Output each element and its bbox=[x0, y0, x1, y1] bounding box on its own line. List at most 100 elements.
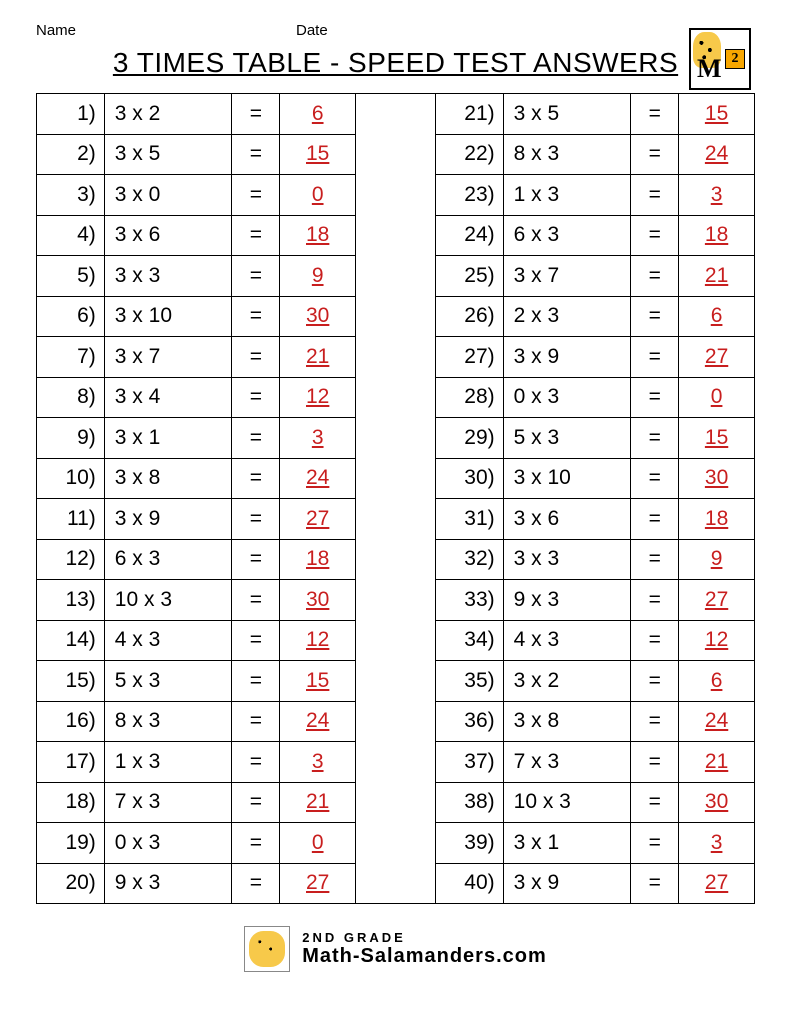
expression: 3 x 2 bbox=[104, 94, 232, 135]
expression: 0 x 3 bbox=[104, 823, 232, 864]
question-number: 22) bbox=[435, 134, 503, 175]
equals-sign: = bbox=[232, 620, 280, 661]
answer: 15 bbox=[679, 94, 755, 135]
answer: 27 bbox=[679, 863, 755, 904]
equals-sign: = bbox=[232, 823, 280, 864]
gap bbox=[356, 580, 436, 621]
question-number: 37) bbox=[435, 742, 503, 783]
question-number: 17) bbox=[37, 742, 105, 783]
page-title: 3 TIMES TABLE - SPEED TEST ANSWERS bbox=[36, 47, 755, 79]
table-row: 15)5 x 3=1535)3 x 2=6 bbox=[37, 661, 755, 702]
question-number: 13) bbox=[37, 580, 105, 621]
expression: 7 x 3 bbox=[104, 782, 232, 823]
expression: 3 x 6 bbox=[503, 499, 631, 540]
logo-m-icon: M bbox=[697, 54, 718, 84]
question-number: 14) bbox=[37, 620, 105, 661]
table-row: 18)7 x 3=2138)10 x 3=30 bbox=[37, 782, 755, 823]
question-number: 16) bbox=[37, 701, 105, 742]
question-number: 11) bbox=[37, 499, 105, 540]
answer: 3 bbox=[679, 175, 755, 216]
question-number: 28) bbox=[435, 377, 503, 418]
footer-grade: 2ND GRADE bbox=[302, 930, 547, 945]
equals-sign: = bbox=[631, 418, 679, 459]
footer-site: Math-Salamanders.com bbox=[302, 945, 547, 968]
grade-badge: 2 bbox=[725, 49, 745, 69]
question-number: 35) bbox=[435, 661, 503, 702]
question-number: 6) bbox=[37, 296, 105, 337]
answer: 3 bbox=[280, 418, 356, 459]
expression: 10 x 3 bbox=[503, 782, 631, 823]
date-label: Date bbox=[296, 22, 328, 39]
equals-sign: = bbox=[631, 458, 679, 499]
equals-sign: = bbox=[232, 782, 280, 823]
answer: 24 bbox=[280, 458, 356, 499]
question-number: 25) bbox=[435, 256, 503, 297]
answer: 3 bbox=[280, 742, 356, 783]
answer: 30 bbox=[280, 580, 356, 621]
equals-sign: = bbox=[631, 337, 679, 378]
answer: 24 bbox=[280, 701, 356, 742]
table-row: 5)3 x 3=925)3 x 7=21 bbox=[37, 256, 755, 297]
equals-sign: = bbox=[232, 863, 280, 904]
equals-sign: = bbox=[631, 499, 679, 540]
expression: 3 x 1 bbox=[503, 823, 631, 864]
name-label: Name bbox=[36, 22, 296, 39]
answer: 30 bbox=[679, 782, 755, 823]
question-number: 36) bbox=[435, 701, 503, 742]
equals-sign: = bbox=[631, 620, 679, 661]
question-number: 10) bbox=[37, 458, 105, 499]
question-number: 38) bbox=[435, 782, 503, 823]
gap bbox=[356, 620, 436, 661]
expression: 3 x 3 bbox=[104, 256, 232, 297]
expression: 3 x 8 bbox=[104, 458, 232, 499]
answer: 0 bbox=[280, 823, 356, 864]
question-number: 32) bbox=[435, 539, 503, 580]
table-row: 2)3 x 5=1522)8 x 3=24 bbox=[37, 134, 755, 175]
question-number: 19) bbox=[37, 823, 105, 864]
gap bbox=[356, 661, 436, 702]
gap bbox=[356, 337, 436, 378]
answer: 24 bbox=[679, 134, 755, 175]
equals-sign: = bbox=[232, 742, 280, 783]
answer: 18 bbox=[679, 215, 755, 256]
salamander-icon bbox=[249, 931, 285, 967]
expression: 3 x 9 bbox=[503, 337, 631, 378]
answer: 24 bbox=[679, 701, 755, 742]
question-number: 23) bbox=[435, 175, 503, 216]
expression: 3 x 3 bbox=[503, 539, 631, 580]
gap bbox=[356, 742, 436, 783]
expression: 3 x 4 bbox=[104, 377, 232, 418]
question-number: 40) bbox=[435, 863, 503, 904]
question-number: 3) bbox=[37, 175, 105, 216]
table-row: 8)3 x 4=1228)0 x 3=0 bbox=[37, 377, 755, 418]
answer: 9 bbox=[280, 256, 356, 297]
footer-text: 2ND GRADE Math-Salamanders.com bbox=[302, 930, 547, 968]
question-number: 30) bbox=[435, 458, 503, 499]
question-number: 24) bbox=[435, 215, 503, 256]
question-number: 34) bbox=[435, 620, 503, 661]
equals-sign: = bbox=[232, 499, 280, 540]
equals-sign: = bbox=[232, 215, 280, 256]
equals-sign: = bbox=[232, 296, 280, 337]
table-row: 4)3 x 6=1824)6 x 3=18 bbox=[37, 215, 755, 256]
table-row: 3)3 x 0=023)1 x 3=3 bbox=[37, 175, 755, 216]
table-row: 10)3 x 8=2430)3 x 10=30 bbox=[37, 458, 755, 499]
table-row: 12)6 x 3=1832)3 x 3=9 bbox=[37, 539, 755, 580]
equals-sign: = bbox=[631, 175, 679, 216]
answer: 12 bbox=[280, 620, 356, 661]
gap bbox=[356, 215, 436, 256]
answer: 0 bbox=[280, 175, 356, 216]
equals-sign: = bbox=[631, 215, 679, 256]
expression: 3 x 9 bbox=[503, 863, 631, 904]
expression: 6 x 3 bbox=[503, 215, 631, 256]
gap bbox=[356, 539, 436, 580]
expression: 6 x 3 bbox=[104, 539, 232, 580]
expression: 3 x 9 bbox=[104, 499, 232, 540]
table-row: 7)3 x 7=2127)3 x 9=27 bbox=[37, 337, 755, 378]
gap bbox=[356, 499, 436, 540]
expression: 4 x 3 bbox=[503, 620, 631, 661]
question-number: 5) bbox=[37, 256, 105, 297]
answer: 0 bbox=[679, 377, 755, 418]
equals-sign: = bbox=[631, 580, 679, 621]
equals-sign: = bbox=[232, 134, 280, 175]
